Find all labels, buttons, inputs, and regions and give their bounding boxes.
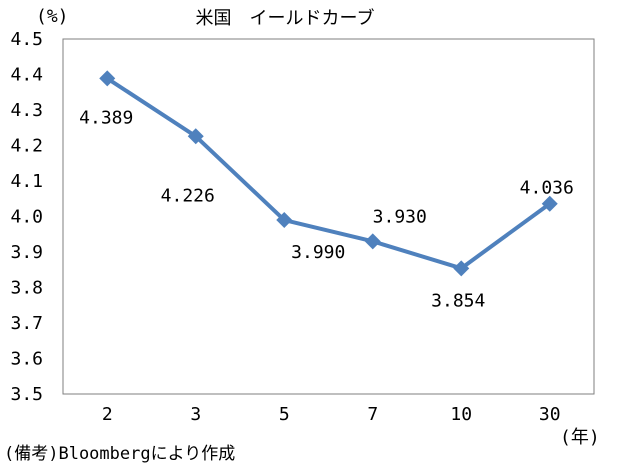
data-point — [453, 260, 470, 277]
plot-area — [62, 38, 595, 395]
y-tick-labels: 4.5 4.4 4.3 4.2 4.1 4.0 3.9 3.8 3.7 3.6 3.5 — [10, 29, 43, 405]
y-tick-label: 3.6 — [10, 349, 43, 370]
y-axis-unit: (%) — [36, 6, 69, 27]
x-tick-label: 10 — [450, 404, 472, 425]
data-label: 3.854 — [431, 290, 485, 311]
data-labels: 4.389 4.226 3.990 3.930 3.854 4.036 — [79, 107, 574, 311]
x-tick-label: 3 — [190, 404, 201, 425]
x-tick-label: 30 — [539, 404, 561, 425]
data-point — [187, 128, 204, 145]
series-line — [106, 76, 551, 271]
y-tick-label: 4.4 — [10, 65, 43, 86]
y-tick-label: 3.7 — [10, 313, 43, 334]
y-tick-label: 4.2 — [10, 136, 43, 157]
y-tick-label: 4.1 — [10, 171, 43, 192]
data-point — [276, 212, 293, 229]
y-tick-label: 3.5 — [10, 384, 43, 405]
x-tick-label: 5 — [279, 404, 290, 425]
data-label: 4.226 — [161, 185, 215, 206]
data-label: 4.036 — [520, 178, 574, 199]
data-label: 4.389 — [79, 107, 133, 128]
x-tick-labels: 2 3 5 7 10 30 — [102, 404, 561, 425]
y-tick-label: 4.3 — [10, 100, 43, 121]
series-markers — [99, 70, 558, 277]
x-axis-unit: (年) — [560, 427, 600, 448]
data-label: 3.930 — [373, 206, 427, 227]
y-tick-label: 3.8 — [10, 278, 43, 299]
data-point — [99, 70, 116, 87]
source-note: (備考)Bloombergにより作成 — [4, 444, 235, 464]
x-tick-label: 2 — [102, 404, 113, 425]
y-tick-label: 4.0 — [10, 207, 43, 228]
data-label: 3.990 — [291, 242, 345, 263]
chart-title: 米国 イールドカーブ — [196, 7, 375, 29]
data-point — [364, 233, 381, 250]
y-tick-label: 4.5 — [10, 29, 43, 50]
data-point — [541, 195, 558, 212]
y-tick-label: 3.9 — [10, 242, 43, 263]
x-tick-label: 7 — [367, 404, 378, 425]
